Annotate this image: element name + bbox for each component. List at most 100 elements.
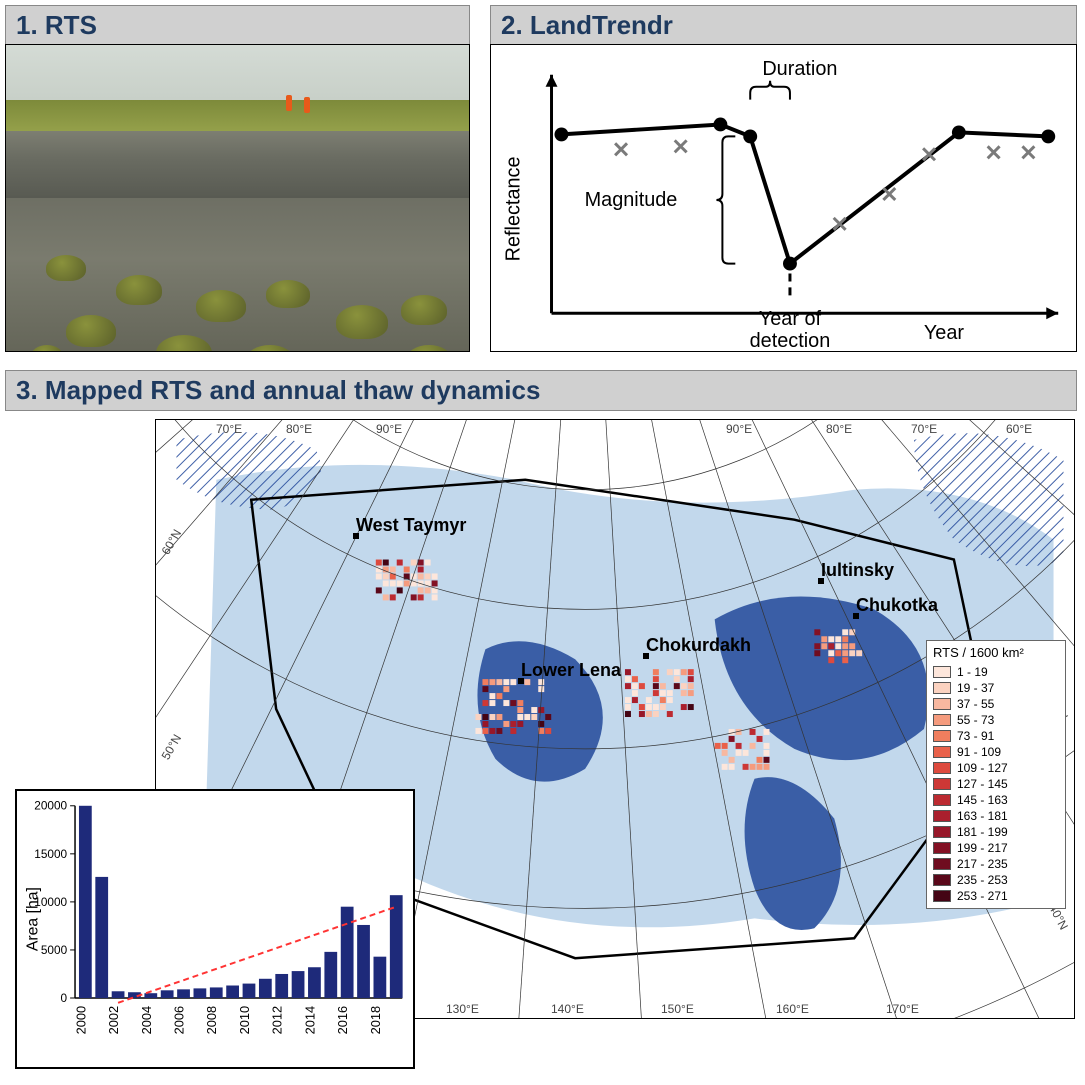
ann-magnitude: Magnitude	[585, 189, 678, 211]
legend-label: 145 - 163	[957, 793, 1008, 807]
legend-label: 55 - 73	[957, 713, 994, 727]
legend-swatch	[933, 762, 951, 774]
photo-tussock	[196, 290, 246, 322]
xlabel: Year	[924, 322, 965, 344]
legend-swatch	[933, 810, 951, 822]
map-location-label: Lower Lena	[521, 660, 621, 681]
map-location-label: Chukotka	[856, 595, 938, 616]
lon-label: 170°E	[886, 1002, 919, 1016]
lon-label: 90°E	[726, 422, 752, 436]
ann-yod2: detection	[750, 330, 831, 351]
bar-chart-inset: 0500010000150002000020002002200420062008…	[15, 789, 415, 1069]
map-legend: RTS / 1600 km² 1 - 19 19 - 37 37 - 55 55 - …	[926, 640, 1066, 909]
legend-label: 253 - 271	[957, 889, 1008, 903]
panel3-area: West Taymyr Lower Lena Chokurdakh Iultinsky…	[5, 409, 1077, 1079]
legend-label: 181 - 199	[957, 825, 1008, 839]
legend-swatch	[933, 858, 951, 870]
photo-person	[304, 97, 310, 113]
svg-text:2002: 2002	[106, 1006, 121, 1034]
lon-label: 70°E	[216, 422, 242, 436]
map-location-label: West Taymyr	[356, 515, 466, 536]
legend-label: 37 - 55	[957, 697, 994, 711]
photo-tussock	[46, 255, 86, 281]
svg-text:2004: 2004	[139, 1006, 154, 1034]
lon-label: 160°E	[776, 1002, 809, 1016]
lon-label: 90°E	[376, 422, 402, 436]
legend-row: 91 - 109	[933, 744, 1059, 760]
legend-row: 19 - 37	[933, 680, 1059, 696]
legend-row: 199 - 217	[933, 840, 1059, 856]
svg-text:2010: 2010	[237, 1006, 252, 1034]
lon-label: 80°E	[286, 422, 312, 436]
photo-tussock	[116, 275, 162, 305]
panel2-header: 2. LandTrendr	[490, 5, 1077, 46]
photo-grass	[6, 100, 469, 131]
legend-swatch	[933, 842, 951, 854]
legend-label: 127 - 145	[957, 777, 1008, 791]
panel1-header: 1. RTS	[5, 5, 470, 46]
legend-row: 145 - 163	[933, 792, 1059, 808]
legend-row: 253 - 271	[933, 888, 1059, 904]
legend-label: 235 - 253	[957, 873, 1008, 887]
legend-row: 109 - 127	[933, 760, 1059, 776]
svg-text:15000: 15000	[34, 847, 67, 861]
legend-row: 235 - 253	[933, 872, 1059, 888]
svg-text:2006: 2006	[172, 1006, 187, 1034]
photo-tussock	[336, 305, 388, 339]
legend-label: 163 - 181	[957, 809, 1008, 823]
legend-label: 91 - 109	[957, 745, 1001, 759]
svg-text:5000: 5000	[41, 943, 68, 957]
bc-ylabel: Area [ha]	[25, 887, 42, 951]
legend-swatch	[933, 698, 951, 710]
lon-label: 140°E	[551, 1002, 584, 1016]
legend-swatch	[933, 666, 951, 678]
legend-row: 181 - 199	[933, 824, 1059, 840]
map-location-label: Iultinsky	[821, 560, 894, 581]
lon-label: 130°E	[446, 1002, 479, 1016]
svg-text:2018: 2018	[368, 1006, 383, 1034]
panel1-rts-photo	[5, 44, 470, 352]
photo-tussock	[266, 280, 310, 308]
lon-label: 80°E	[826, 422, 852, 436]
photo-scarp	[6, 131, 469, 198]
photo-sky	[6, 45, 469, 100]
legend-swatch	[933, 778, 951, 790]
legend-label: 199 - 217	[957, 841, 1008, 855]
legend-label: 19 - 37	[957, 681, 994, 695]
legend-row: 73 - 91	[933, 728, 1059, 744]
legend-title: RTS / 1600 km²	[933, 645, 1059, 660]
lon-label: 150°E	[661, 1002, 694, 1016]
ann-duration: Duration	[762, 58, 837, 80]
svg-text:20000: 20000	[34, 799, 67, 813]
legend-swatch	[933, 714, 951, 726]
lon-label: 70°E	[911, 422, 937, 436]
legend-swatch	[933, 794, 951, 806]
legend-label: 217 - 235	[957, 857, 1008, 871]
legend-label: 1 - 19	[957, 665, 988, 679]
legend-swatch	[933, 826, 951, 838]
svg-text:2016: 2016	[335, 1006, 350, 1034]
photo-tussock	[66, 315, 116, 347]
legend-swatch	[933, 890, 951, 902]
svg-text:2000: 2000	[73, 1006, 88, 1034]
legend-label: 73 - 91	[957, 729, 994, 743]
panel3-header: 3. Mapped RTS and annual thaw dynamics	[5, 370, 1077, 411]
legend-row: 1 - 19	[933, 664, 1059, 680]
svg-text:0: 0	[61, 991, 68, 1005]
legend-swatch	[933, 730, 951, 742]
panel2-landtrendr-chart: Reflectance Year Duration Magnitude Year…	[490, 44, 1077, 352]
legend-row: 37 - 55	[933, 696, 1059, 712]
barchart-svg: 0500010000150002000020002002200420062008…	[17, 791, 413, 1067]
legend-swatch	[933, 682, 951, 694]
legend-row: 55 - 73	[933, 712, 1059, 728]
map-location-label: Chokurdakh	[646, 635, 751, 656]
legend-row: 217 - 235	[933, 856, 1059, 872]
legend-swatch	[933, 874, 951, 886]
svg-text:2014: 2014	[302, 1006, 317, 1034]
ylabel: Reflectance	[503, 156, 525, 261]
lon-label: 60°E	[1006, 422, 1032, 436]
legend-row: 127 - 145	[933, 776, 1059, 792]
photo-tussock	[401, 295, 447, 325]
landtrendr-svg: Reflectance Year Duration Magnitude Year…	[491, 45, 1076, 351]
svg-text:2012: 2012	[270, 1006, 285, 1034]
